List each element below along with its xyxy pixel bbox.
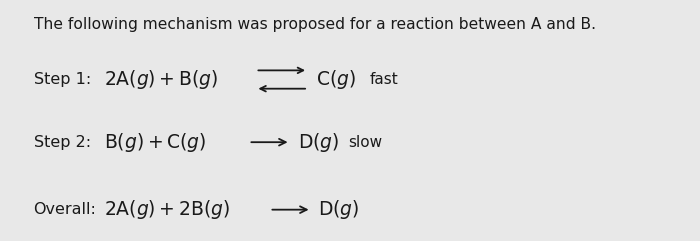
Text: $\mathregular{C(}$$\it{g}$$\mathregular{)}$: $\mathregular{C(}$$\it{g}$$\mathregular{… bbox=[316, 68, 356, 91]
Text: fast: fast bbox=[370, 72, 398, 87]
Text: Overall:: Overall: bbox=[34, 202, 97, 217]
Text: $\mathregular{D(}$$\it{g}$$\mathregular{)}$: $\mathregular{D(}$$\it{g}$$\mathregular{… bbox=[318, 198, 360, 221]
Text: $\mathregular{2A(}$$\it{g}$$\mathregular{)+B(}$$\it{g}$$\mathregular{)}$: $\mathregular{2A(}$$\it{g}$$\mathregular… bbox=[104, 68, 218, 91]
Text: $\mathregular{2A(}$$\it{g}$$\mathregular{)+2B(}$$\it{g}$$\mathregular{)}$: $\mathregular{2A(}$$\it{g}$$\mathregular… bbox=[104, 198, 230, 221]
Text: Step 2:: Step 2: bbox=[34, 135, 91, 150]
Text: slow: slow bbox=[349, 135, 383, 150]
Text: The following mechanism was proposed for a reaction between A and B.: The following mechanism was proposed for… bbox=[34, 17, 596, 32]
Text: $\mathregular{D(}$$\it{g}$$\mathregular{)}$: $\mathregular{D(}$$\it{g}$$\mathregular{… bbox=[298, 131, 339, 154]
Text: $\mathregular{B(}$$\it{g}$$\mathregular{)+C(}$$\it{g}$$\mathregular{)}$: $\mathregular{B(}$$\it{g}$$\mathregular{… bbox=[104, 131, 206, 154]
Text: Step 1:: Step 1: bbox=[34, 72, 91, 87]
